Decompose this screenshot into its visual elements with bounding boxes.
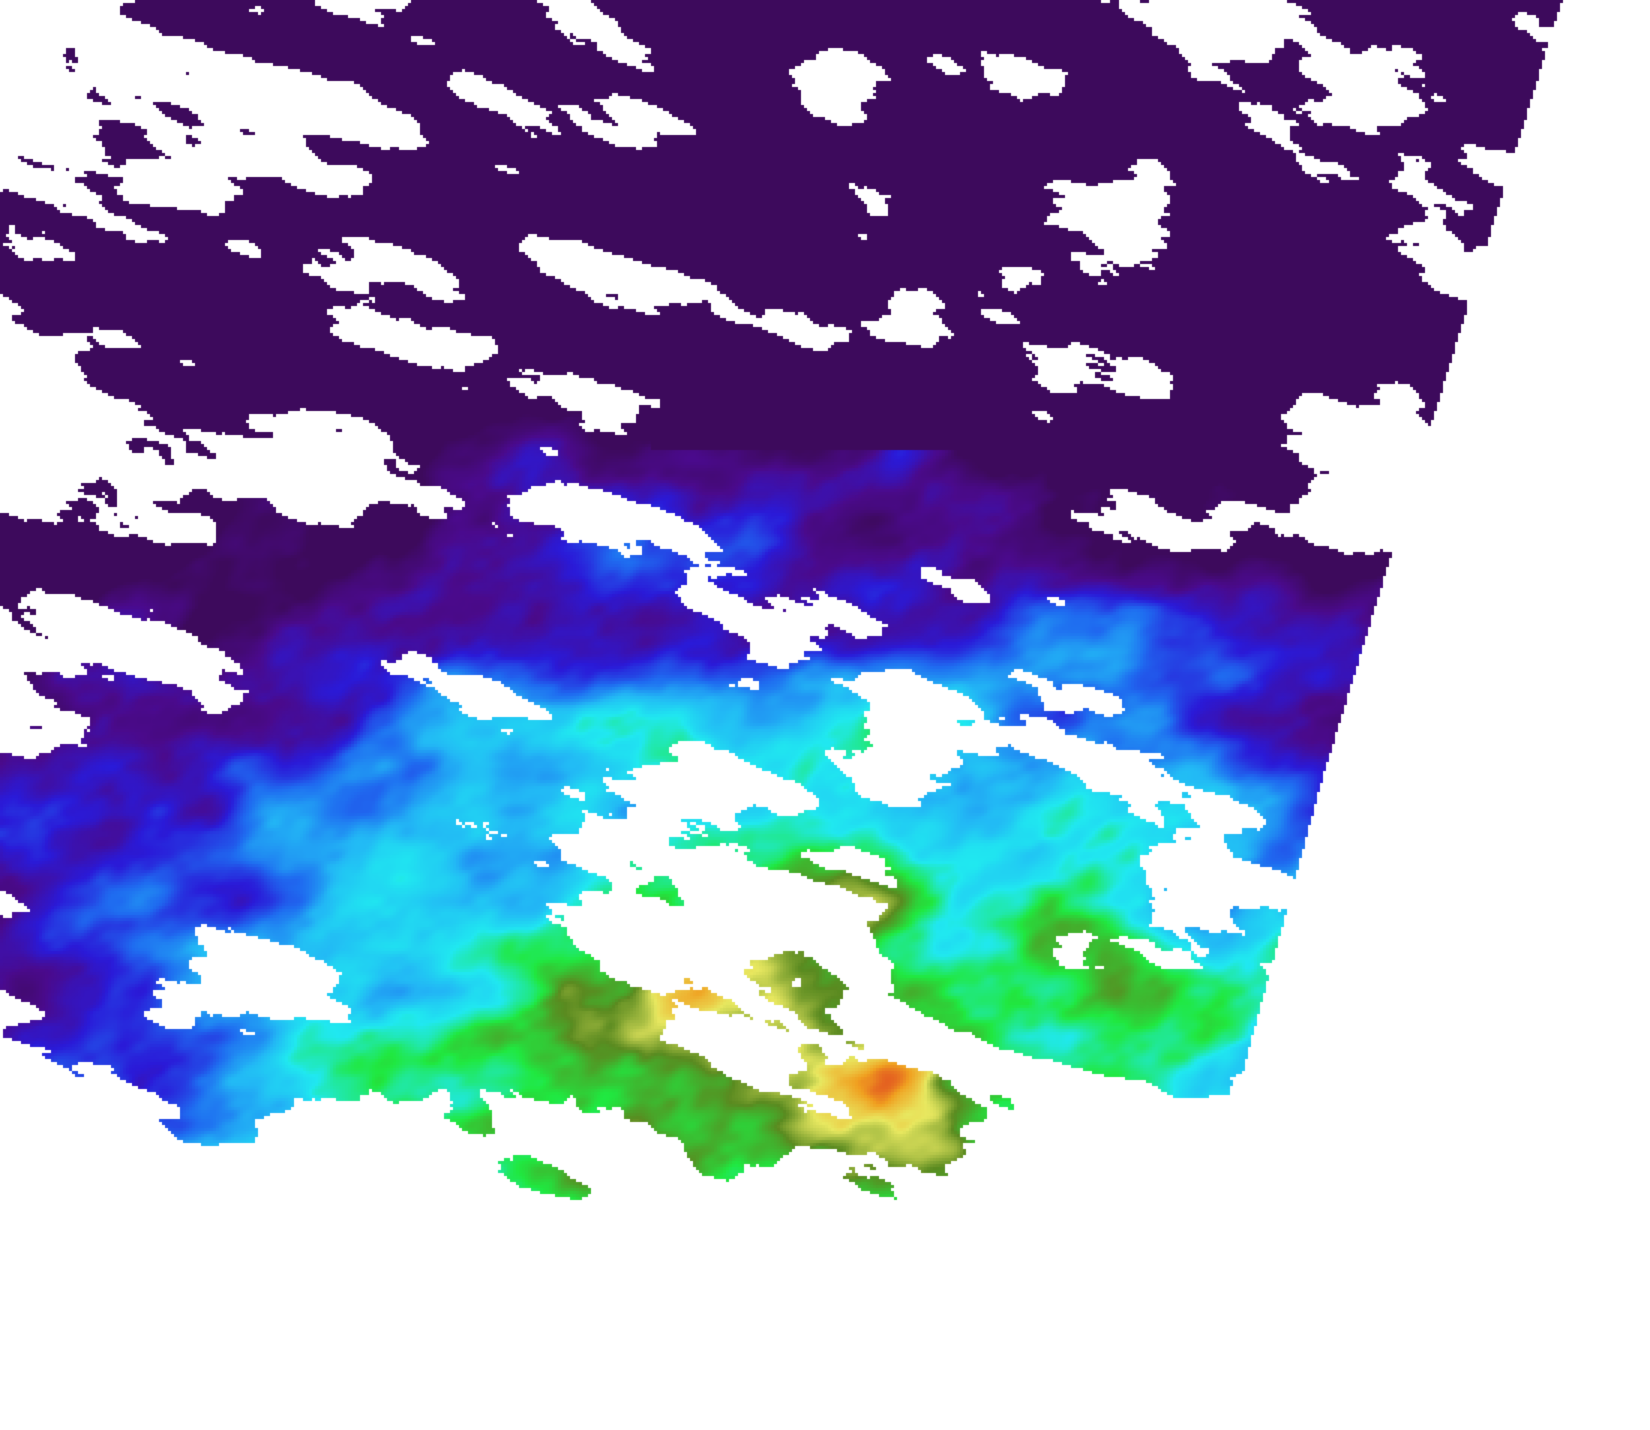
satellite-swath-image — [0, 0, 1650, 1430]
